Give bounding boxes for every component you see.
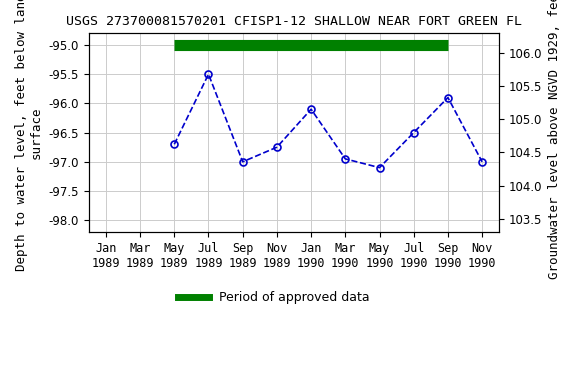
- Legend: Period of approved data: Period of approved data: [173, 286, 374, 309]
- Y-axis label: Groundwater level above NGVD 1929, feet: Groundwater level above NGVD 1929, feet: [548, 0, 561, 279]
- Y-axis label: Depth to water level, feet below land
surface: Depth to water level, feet below land su…: [15, 0, 43, 271]
- Title: USGS 273700081570201 CFISP1-12 SHALLOW NEAR FORT GREEN FL: USGS 273700081570201 CFISP1-12 SHALLOW N…: [66, 15, 522, 28]
